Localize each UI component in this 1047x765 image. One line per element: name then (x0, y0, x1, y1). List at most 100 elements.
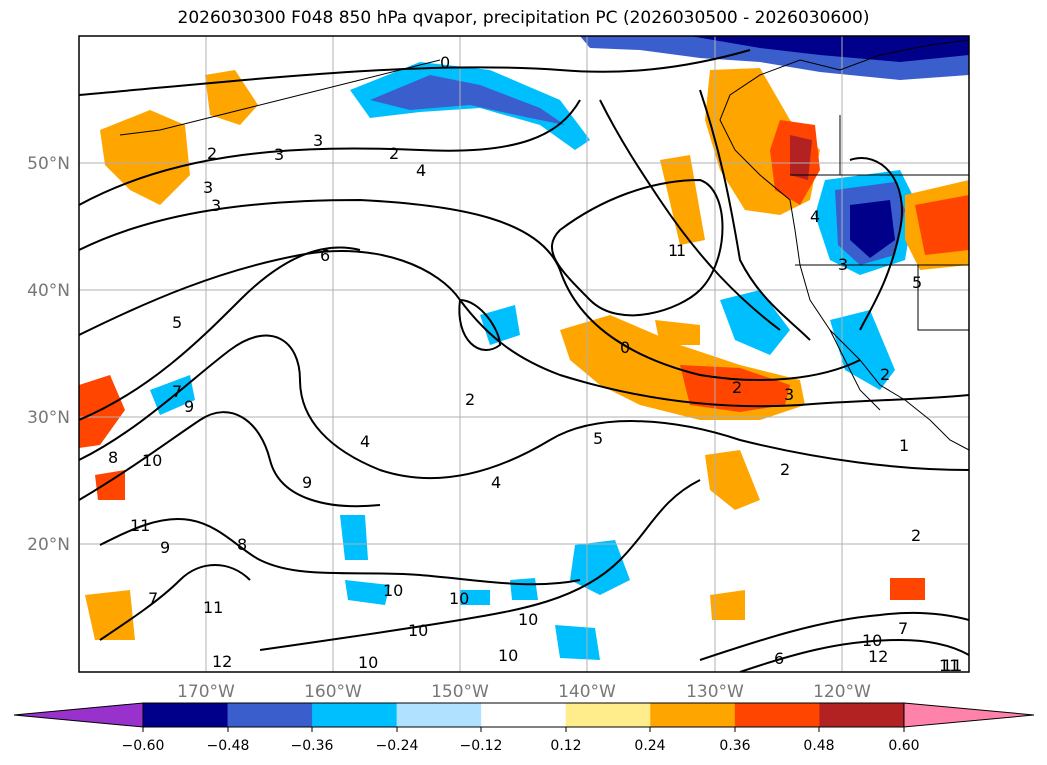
contour-label: 4 (416, 161, 426, 180)
colorbar-tick-label: −0.60 (122, 738, 165, 754)
field-blob-e (345, 580, 390, 605)
contour-label: 11 (939, 656, 959, 675)
contour-label: 10 (383, 581, 403, 600)
colorbar-segment (734, 703, 820, 727)
lon-label-140w: 140°W (558, 682, 616, 702)
field-blob-f (460, 590, 490, 605)
colorbar-tick-label: 0.24 (634, 738, 665, 754)
contour-label: 2 (732, 378, 742, 397)
colorbar-extend-low (13, 702, 144, 728)
colorbar-tick-labels: −0.60 −0.48 −0.36 −0.24 −0.12 0.12 0.24 … (122, 738, 920, 754)
contour-label: 9 (302, 473, 312, 492)
field-se-red (890, 578, 925, 600)
contour-label: 12 (212, 652, 232, 671)
colorbar-segment (396, 703, 482, 727)
map-title: 2026030300 F048 850 hPa qvapor, precipit… (177, 8, 870, 28)
contour-label: 2 (880, 365, 890, 384)
colorbar-tick-label: 0.48 (803, 738, 834, 754)
contour-label: 11 (942, 656, 962, 675)
colorbar-tick-label: −0.12 (460, 738, 503, 754)
contour-label: 8 (108, 448, 118, 467)
contour-label: 0 (620, 338, 630, 357)
field-mid-orange-1 (660, 155, 705, 245)
contour-label: 10 (358, 653, 378, 672)
contour-label: 9 (184, 397, 194, 416)
colorbar: −0.60 −0.48 −0.36 −0.24 −0.12 0.12 0.24 … (13, 702, 1035, 754)
field-blob-a (480, 305, 520, 345)
field-se-orange-1 (705, 450, 760, 510)
lon-label-120w: 120°W (813, 682, 871, 702)
contour-label: 5 (172, 313, 182, 332)
colorbar-tick-label: −0.36 (291, 738, 334, 754)
contour-label: 10 (498, 646, 518, 665)
contour-label: 1 (668, 241, 678, 260)
contour-label: 7 (898, 619, 908, 638)
contour-label: 3 (784, 385, 794, 404)
contour-label: 1 (676, 241, 686, 260)
lat-label-40n: 40°N (27, 281, 70, 301)
field-wpac-orange-2 (205, 70, 258, 125)
colorbar-segment (481, 703, 567, 727)
lon-label-150w: 150°W (431, 682, 489, 702)
field-wpac-orange-5 (85, 590, 135, 640)
field-east-red (915, 195, 969, 255)
longitude-labels: 170°W 160°W 150°W 140°W 130°W 120°W (177, 682, 871, 702)
colorbar-segment (650, 703, 736, 727)
coastlines (119, 39, 969, 451)
qvapor-contours (79, 49, 969, 672)
latitude-labels: 50°N 40°N 30°N 20°N (27, 154, 70, 555)
lon-label-130w: 130°W (686, 682, 744, 702)
field-coast-blue (720, 290, 790, 355)
map-frame (78, 35, 970, 673)
lat-label-30n: 30°N (27, 408, 70, 428)
map-panel: 0 2 3 3 2 4 3 3 6 5 7 9 8 10 11 9 8 9 7 … (79, 36, 969, 675)
field-north-negative-core (690, 36, 969, 62)
contour-label: 5 (593, 429, 603, 448)
contour-label: 4 (360, 432, 370, 451)
colorbar-tick-label: 0.12 (550, 738, 581, 754)
field-mid-orange-2 (655, 320, 700, 345)
contour-label: 1 (899, 436, 909, 455)
contour-label: 9 (160, 538, 170, 557)
contour-label: 2 (465, 390, 475, 409)
contour-label: 4 (810, 207, 820, 226)
field-wpac-orange-3 (79, 375, 125, 448)
contour-label: 11 (203, 598, 223, 617)
contour-label: 5 (912, 273, 922, 292)
contour-label: 3 (313, 131, 323, 150)
contour-label: 6 (774, 649, 784, 668)
contour-label: 10 (862, 631, 882, 650)
contour-label: 2 (207, 144, 217, 163)
field-blob-b (570, 540, 630, 595)
field-se-orange-2 (710, 590, 745, 620)
contour-label: 12 (868, 647, 888, 666)
field-baja-blue (830, 310, 895, 390)
field-wpac-orange-4 (95, 470, 125, 500)
colorbar-tick-label: 0.36 (719, 738, 750, 754)
field-basin-core (850, 200, 895, 258)
shaded-fields (79, 36, 969, 660)
colorbar-tick-label: −0.24 (376, 738, 419, 754)
contour-label: 6 (320, 246, 330, 265)
contour-label: 2 (780, 460, 790, 479)
contour-label: 2 (389, 144, 399, 163)
colorbar-segment (819, 703, 905, 727)
contour-label: 10 (518, 610, 538, 629)
gridlines (79, 36, 969, 672)
contour-label: 7 (148, 589, 158, 608)
contour-label: 4 (491, 473, 501, 492)
colorbar-segment (565, 703, 651, 727)
contour-label: 10 (449, 589, 469, 608)
contour-label: 10 (408, 621, 428, 640)
colorbar-frame (142, 702, 905, 728)
contour-label: 3 (211, 196, 221, 215)
colorbar-tick-label: −0.48 (207, 738, 250, 754)
lon-label-170w: 170°W (177, 682, 235, 702)
contour-label: 7 (172, 382, 182, 401)
colorbar-segment (143, 703, 229, 727)
lat-label-50n: 50°N (27, 154, 70, 174)
field-wpac-orange-1 (100, 110, 190, 205)
contour-label: 3 (274, 145, 284, 164)
colorbar-segment (227, 703, 313, 727)
